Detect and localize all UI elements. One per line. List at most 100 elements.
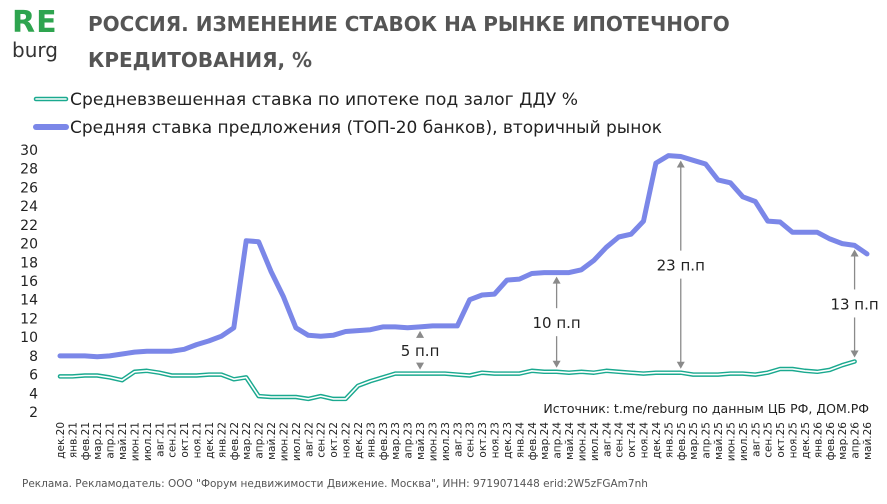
x-tick-label: июн.21 xyxy=(129,422,141,461)
x-tick-label: мар.22 xyxy=(241,422,253,460)
y-tick-label: 4 xyxy=(29,386,38,402)
x-tick-label: мар.26 xyxy=(837,422,849,460)
x-tick-label: май.26 xyxy=(862,422,874,460)
x-tick-label: фев.25 xyxy=(676,422,688,460)
x-tick-label: июн.23 xyxy=(427,422,439,461)
x-tick-label: авг.25 xyxy=(750,422,762,457)
x-tick-label: май.22 xyxy=(266,422,278,460)
annotation-arrowhead-down xyxy=(552,360,561,368)
x-tick-label: янв.23 xyxy=(365,422,377,458)
x-tick-label: ноя.23 xyxy=(490,422,502,458)
annotation-arrowhead-up xyxy=(416,330,425,338)
y-tick-label: 28 xyxy=(20,162,38,178)
annotation-arrowhead-up xyxy=(850,249,859,257)
x-tick-label: дек.23 xyxy=(502,422,514,459)
ad-disclaimer: Реклама. Рекламодатель: ООО "Форум недви… xyxy=(22,478,648,490)
x-tick-label: апр.25 xyxy=(701,422,713,459)
series-line-top20 xyxy=(57,153,870,360)
x-tick-label: июн.25 xyxy=(725,422,737,461)
x-tick-label: май.23 xyxy=(415,422,427,460)
y-tick-label: 16 xyxy=(20,274,38,290)
x-tick-label: апр.24 xyxy=(552,422,564,459)
reburg-logo: RE burg xyxy=(12,5,58,62)
logo-re-text: RE xyxy=(12,5,58,40)
x-tick-label: янв.22 xyxy=(216,422,228,458)
x-tick-label: дек.25 xyxy=(800,422,812,459)
x-tick-label: мар.25 xyxy=(688,422,700,460)
x-tick-label: янв.26 xyxy=(812,422,824,458)
y-tick-label: 20 xyxy=(20,237,38,253)
x-tick-label: сен.21 xyxy=(167,422,179,458)
x-tick-label: мар.23 xyxy=(390,422,402,460)
x-axis: дек.20 янв.21 фев.21 мар.21 апр.21 май.21 июн.… xyxy=(55,422,874,462)
y-tick-label: 8 xyxy=(29,349,38,365)
chart-title: РОССИЯ. ИЗМЕНЕНИЕ СТАВОК НА РЫНКЕ ИПОТЕЧ… xyxy=(88,12,730,72)
x-tick-label: янв.21 xyxy=(67,422,79,458)
x-tick-label: дек.24 xyxy=(651,422,663,459)
x-tick-label: май.24 xyxy=(564,422,576,460)
annotation-arrowhead-up xyxy=(552,276,561,284)
x-tick-label: июл.24 xyxy=(589,422,601,461)
annotation-arrowhead-down xyxy=(676,361,685,369)
y-tick-label: 22 xyxy=(20,218,38,234)
series-line-ddu-inner xyxy=(59,360,856,400)
chart-legend: Средневзвешенная ставка по ипотеке под з… xyxy=(33,90,662,138)
x-tick-label: окт.25 xyxy=(775,422,787,458)
annotation-arrowhead-down xyxy=(850,350,859,358)
y-tick-label: 30 xyxy=(20,143,38,159)
x-tick-label: дек.21 xyxy=(204,422,216,459)
y-tick-label: 12 xyxy=(20,311,38,327)
annotation-arrowhead-up xyxy=(676,160,685,168)
x-tick-label: фев.26 xyxy=(825,422,837,461)
annotation-label: 13 п.п xyxy=(830,295,878,313)
y-tick-label: 10 xyxy=(20,330,38,346)
y-tick-label: 24 xyxy=(20,199,38,215)
x-tick-label: янв.25 xyxy=(663,422,675,458)
x-tick-label: июл.22 xyxy=(291,422,303,461)
annotation-label: 5 п.п xyxy=(401,342,440,360)
y-tick-label: 2 xyxy=(29,405,38,421)
x-tick-label: ноя.22 xyxy=(341,422,353,458)
x-tick-label: авг.21 xyxy=(154,422,166,457)
legend-label-ddu: Средневзвешенная ставка по ипотеке под з… xyxy=(70,90,578,110)
x-tick-label: июл.25 xyxy=(738,422,750,461)
x-tick-label: июн.24 xyxy=(576,422,588,462)
x-tick-label: сен.23 xyxy=(465,422,477,458)
x-tick-label: сен.22 xyxy=(316,422,328,458)
x-tick-label: май.25 xyxy=(713,422,725,460)
x-tick-label: авг.23 xyxy=(452,422,464,457)
x-tick-label: сен.24 xyxy=(614,422,626,458)
x-tick-label: ноя.21 xyxy=(192,422,204,458)
x-tick-label: ноя.25 xyxy=(788,422,800,458)
y-tick-label: 6 xyxy=(29,368,38,384)
x-tick-label: май.21 xyxy=(117,422,129,460)
x-tick-label: фев.21 xyxy=(80,422,92,460)
y-tick-label: 14 xyxy=(20,293,38,309)
x-tick-label: апр.26 xyxy=(850,422,862,459)
x-tick-label: авг.22 xyxy=(303,422,315,457)
x-tick-label: июн.22 xyxy=(278,422,290,461)
legend-label-top20: Средняя ставка предложения (ТОП-20 банко… xyxy=(70,118,662,138)
x-tick-label: апр.22 xyxy=(254,422,266,459)
x-tick-label: апр.21 xyxy=(105,422,117,459)
x-tick-label: янв.24 xyxy=(514,422,526,458)
x-tick-label: окт.24 xyxy=(626,422,638,458)
x-tick-label: окт.23 xyxy=(477,422,489,458)
x-tick-label: сен.25 xyxy=(763,422,775,458)
logo-burg-text: burg xyxy=(12,38,58,62)
x-tick-label: ноя.24 xyxy=(639,422,651,459)
x-tick-label: дек.22 xyxy=(353,422,365,459)
annotation-label: 10 п.п xyxy=(532,314,580,332)
annotation-label: 23 п.п xyxy=(657,257,705,275)
annotation-group: 5 п.п 10 п.п 23 п.п 13 п.п xyxy=(401,160,879,370)
y-tick-label: 26 xyxy=(20,180,38,196)
x-tick-label: дек.20 xyxy=(55,422,67,459)
x-tick-label: июл.23 xyxy=(440,422,452,461)
series-group xyxy=(57,153,870,402)
x-tick-label: фев.23 xyxy=(378,422,390,460)
x-tick-label: июл.21 xyxy=(142,422,154,461)
x-tick-label: мар.24 xyxy=(539,422,551,460)
line-chart: Средневзвешенная ставка по ипотеке под з… xyxy=(20,90,879,462)
x-tick-label: авг.24 xyxy=(601,422,613,457)
